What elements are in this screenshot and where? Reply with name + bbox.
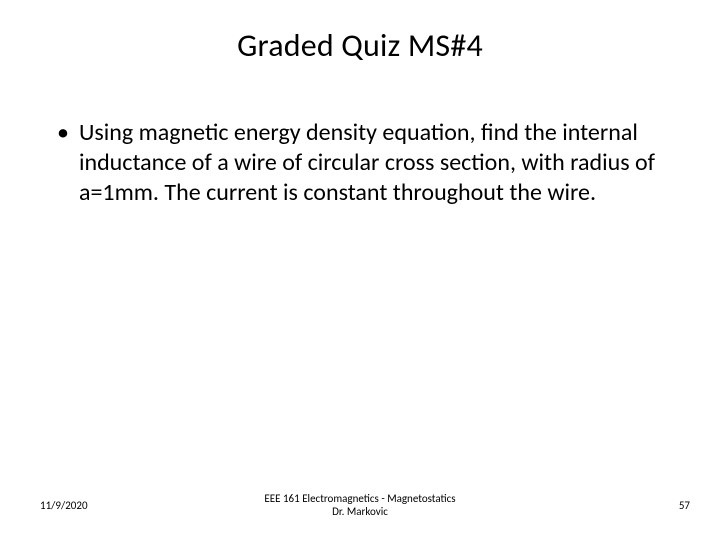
footer-author: Dr. Markovic: [0, 505, 720, 518]
bullet-text: Using magnetic energy density equation, …: [79, 118, 675, 208]
bullet-marker: •: [57, 118, 69, 148]
footer-page-number: 57: [679, 499, 690, 512]
footer-center: EEE 161 Electromagnetics - Magnetostatic…: [0, 492, 720, 518]
body-content: • Using magnetic energy density equation…: [55, 118, 675, 208]
bullet-item: • Using magnetic energy density equation…: [55, 118, 675, 208]
slide: Graded Quiz MS#4 • Using magnetic energy…: [0, 0, 720, 540]
slide-title: Graded Quiz MS#4: [0, 26, 720, 65]
footer-course: EEE 161 Electromagnetics - Magnetostatic…: [0, 492, 720, 505]
